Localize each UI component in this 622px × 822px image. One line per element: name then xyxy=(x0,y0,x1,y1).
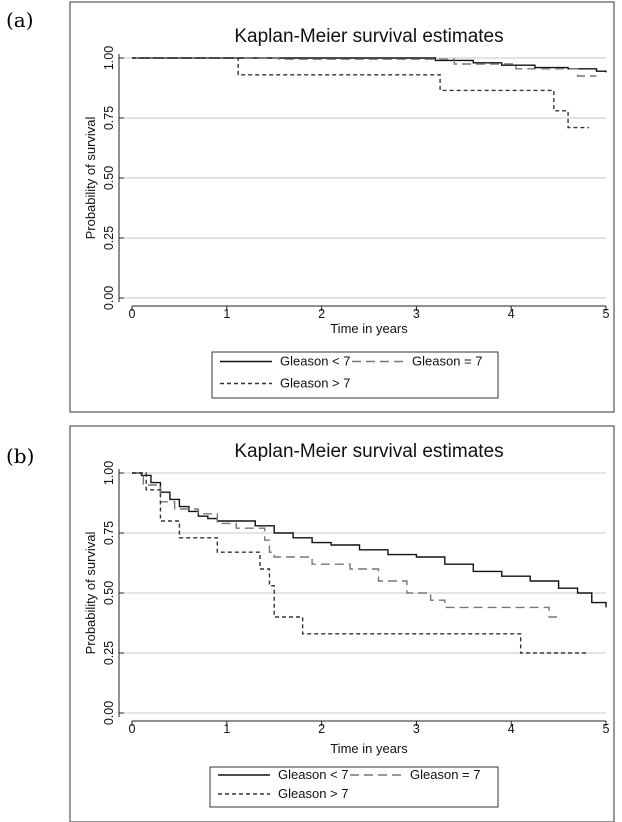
series-line-shortdash xyxy=(132,57,589,129)
y-tick-label: 0.00 xyxy=(102,286,116,310)
y-tick-label: 0.50 xyxy=(102,166,116,190)
series-line-longdash xyxy=(132,472,559,618)
chart-panel-1: Kaplan-Meier survival estimates 0.00 0.25 0… xyxy=(69,425,615,822)
legend-box xyxy=(211,351,499,399)
x-tick-label: 0 xyxy=(129,307,136,321)
x-tick-label: 2 xyxy=(318,307,325,321)
x-tick-label: 2 xyxy=(318,722,325,736)
x-tick-label: 4 xyxy=(508,722,515,736)
y-tick-label: 0.75 xyxy=(102,521,116,545)
x-axis-label: Time in years xyxy=(330,321,408,336)
y-tick-label: 0.00 xyxy=(102,701,116,725)
series-line-solid xyxy=(132,472,607,608)
panel-b-label: (b) xyxy=(6,444,35,468)
y-tick-label: 0.75 xyxy=(102,106,116,130)
y-tick-label: 1.00 xyxy=(102,461,116,485)
x-tick-label: 0 xyxy=(129,722,136,736)
x-tick-label: 5 xyxy=(603,722,610,736)
chart-panel-0: Kaplan-Meier survival estimates 0.00 0.25 0… xyxy=(69,1,615,413)
legend-label: Gleason = 7 xyxy=(412,354,482,369)
x-tick-label: 5 xyxy=(603,307,610,321)
chart-title: Kaplan-Meier survival estimates xyxy=(234,26,503,47)
legend-label: Gleason = 7 xyxy=(410,767,480,782)
y-tick-label: 1.00 xyxy=(102,46,116,70)
chart-title: Kaplan-Meier survival estimates xyxy=(234,441,503,462)
legend-box xyxy=(209,766,499,808)
series-line-shortdash xyxy=(132,472,588,654)
x-tick-label: 1 xyxy=(223,307,230,321)
legend-label: Gleason < 7 xyxy=(280,354,350,369)
y-axis-label: Probability of survival xyxy=(83,116,98,239)
y-axis-label: Probability of survival xyxy=(83,531,98,654)
legend-label: Gleason > 7 xyxy=(278,786,348,801)
x-tick-label: 4 xyxy=(508,307,515,321)
series-line-longdash xyxy=(132,57,597,77)
series-line-solid xyxy=(132,57,607,73)
chart-frame xyxy=(69,1,615,413)
x-tick-label: 3 xyxy=(413,307,420,321)
x-tick-label: 3 xyxy=(413,722,420,736)
x-tick-label: 1 xyxy=(223,722,230,736)
y-tick-label: 0.25 xyxy=(102,641,116,665)
y-tick-label: 0.25 xyxy=(102,226,116,250)
panel-a-label: (a) xyxy=(6,8,34,32)
legend-label: Gleason < 7 xyxy=(278,767,348,782)
y-tick-label: 0.50 xyxy=(102,581,116,605)
legend-label: Gleason > 7 xyxy=(280,376,350,391)
chart-frame xyxy=(69,425,615,822)
x-axis-label: Time in years xyxy=(330,741,408,756)
